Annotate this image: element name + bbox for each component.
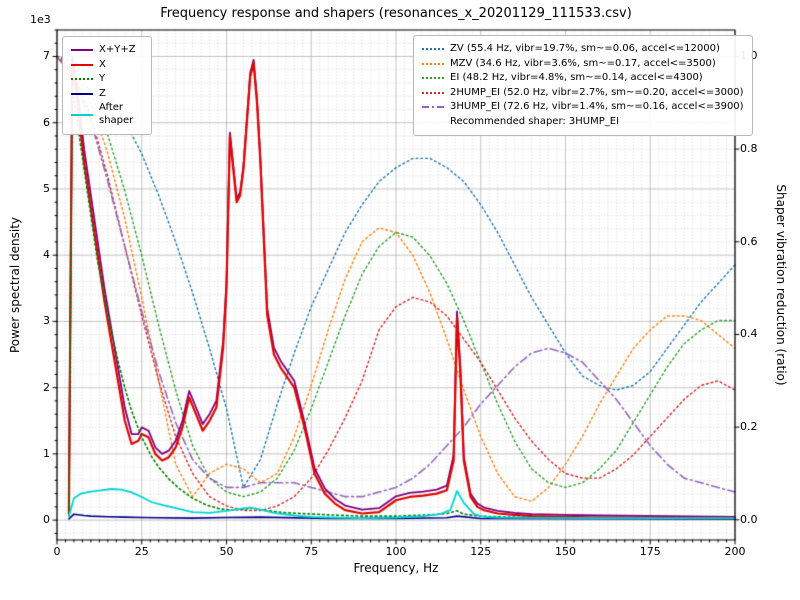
x-tick-label: 0 [53, 545, 61, 558]
legend-line-swatch [71, 63, 93, 66]
legend-item-label: X [99, 58, 106, 70]
legend-item-label: ZV (55.4 Hz, vibr=19.7%, sm~=0.06, accel… [450, 43, 720, 54]
legend-shapers: ZV (55.4 Hz, vibr=19.7%, sm~=0.06, accel… [413, 35, 753, 136]
legend-item: EI (48.2 Hz, vibr=4.8%, sm~=0.14, accel<… [422, 72, 744, 85]
x-tick-label: 75 [304, 545, 319, 558]
legend-item-label: 3HUMP_EI (72.6 Hz, vibr=1.4%, sm~=0.16, … [450, 101, 744, 112]
y-left-tick-label: 2 [43, 380, 50, 394]
legend-line-swatch [71, 113, 93, 116]
legend-item: 3HUMP_EI (72.6 Hz, vibr=1.4%, sm~=0.16, … [422, 101, 744, 114]
legend-item: ZV (55.4 Hz, vibr=19.7%, sm~=0.06, accel… [422, 43, 744, 56]
legend-line-swatch [71, 49, 93, 52]
legend-item: 2HUMP_EI (52.0 Hz, vibr=2.7%, sm~=0.20, … [422, 87, 744, 100]
x-tick-label: 200 [724, 545, 746, 558]
legend-item-label: After shaper [99, 102, 134, 126]
x-tick-label: 100 [385, 545, 407, 558]
y-right-tick-label: 0.6 [740, 234, 758, 248]
legend-item-label: MZV (34.6 Hz, vibr=3.6%, sm~=0.17, accel… [450, 57, 716, 69]
legend-item-label: Recommended shaper: 3HUMP_EI [450, 115, 620, 127]
y-left-tick-label: 3 [43, 314, 50, 328]
legend-item-label: X+Y+Z [99, 44, 136, 55]
legend-psd: X+Y+Z X Y Z After shaper [62, 36, 152, 135]
legend-item: Y [71, 73, 143, 86]
legend-item-label: Y [99, 73, 106, 84]
legend-item: MZV (34.6 Hz, vibr=3.6%, sm~=0.17, accel… [422, 58, 744, 71]
legend-item: Z [71, 88, 143, 101]
legend-line-swatch [422, 106, 444, 109]
y-right-tick-label: 0.4 [740, 327, 758, 341]
y-left-tick-label: 4 [43, 248, 50, 262]
legend-item-label: Z [99, 87, 106, 99]
y-axis-label-right: Shaper vibration reduction (ratio) [774, 184, 788, 386]
y-left-tick-label: 6 [43, 115, 50, 129]
legend-item: X+Y+Z [71, 44, 143, 57]
legend-line-swatch [71, 78, 93, 81]
x-tick-label: 125 [470, 545, 492, 558]
y-right-tick-label: 0.0 [740, 512, 758, 526]
chart-title: Frequency response and shapers (resonanc… [160, 6, 632, 21]
y-left-tick-label: 0 [43, 513, 50, 527]
y-left-tick-label: 7 [43, 49, 50, 63]
legend-item: Recommended shaper: 3HUMP_EI [422, 116, 744, 129]
y-right-tick-label: 0.2 [740, 420, 758, 434]
x-tick-label: 150 [555, 545, 576, 558]
y-axis-label-left: Power spectral density [8, 216, 22, 354]
x-axis-label: Frequency, Hz [353, 561, 439, 575]
x-tick-label: 25 [134, 545, 149, 558]
y-right-tick-label: 0.8 [740, 142, 758, 156]
legend-item: After shaper [71, 102, 143, 127]
legend-line-swatch [71, 92, 93, 95]
x-tick-label: 175 [639, 545, 661, 558]
legend-line-swatch [422, 48, 444, 51]
legend-line-swatch [422, 91, 444, 94]
legend-line-swatch [422, 77, 444, 80]
axis-offset-text: 1e3 [30, 13, 51, 26]
x-tick-label: 50 [219, 545, 234, 558]
legend-item-label: EI (48.2 Hz, vibr=4.8%, sm~=0.14, accel<… [450, 72, 703, 83]
legend-item-label: 2HUMP_EI (52.0 Hz, vibr=2.7%, sm~=0.20, … [450, 86, 744, 98]
y-left-tick-label: 5 [43, 181, 50, 195]
legend-line-swatch [422, 62, 444, 65]
legend-item: X [71, 59, 143, 72]
y-left-tick-label: 1 [43, 446, 50, 460]
